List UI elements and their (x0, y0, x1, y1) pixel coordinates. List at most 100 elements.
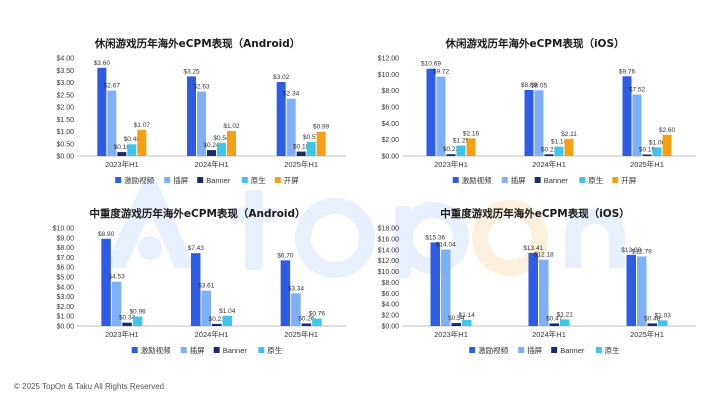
data-label: $12.18 (534, 252, 554, 259)
y-tick-label: $9.00 (56, 235, 74, 242)
data-label: $3.34 (288, 285, 305, 292)
y-tick-label: $6.00 (381, 291, 399, 298)
bar (539, 259, 549, 326)
legend-label: 原生 (605, 345, 620, 355)
legend-label: 插屏 (190, 345, 205, 355)
data-label: $3.61 (198, 283, 215, 290)
data-label: $0.16 (114, 144, 131, 151)
data-label: $1.21 (557, 311, 574, 318)
data-label: $0.21 (209, 316, 226, 323)
bar (222, 315, 232, 326)
data-label: $4.53 (108, 274, 125, 281)
y-tick-label: $5.00 (56, 275, 74, 282)
legend-label: 原生 (251, 175, 266, 185)
data-label: $2.63 (193, 84, 210, 91)
bar (117, 152, 127, 156)
chart-midcore-ios: 中重度游戏历年海外eCPM表现（iOS） $0.00 $2.00 $4.00 $6.0… (370, 206, 700, 371)
bar (101, 238, 111, 326)
data-label: $0.57 (303, 134, 320, 141)
x-tick-label: 2023年H1 (434, 329, 468, 339)
legend-label: Banner (544, 176, 569, 185)
bar (451, 323, 461, 326)
data-label: $9.76 (619, 68, 636, 75)
y-tick-label: $10.00 (378, 269, 400, 276)
chart-title: 中重度游戏历年海外eCPM表现（iOS） (440, 208, 630, 220)
bar (316, 131, 326, 156)
legend-label: 插屏 (511, 175, 526, 185)
bar (632, 94, 642, 156)
data-label: $0.24 (203, 142, 220, 149)
legend-label: 开屏 (621, 176, 636, 185)
data-label: $9.72 (433, 69, 450, 76)
data-label: $3.02 (273, 74, 290, 81)
bar (296, 151, 306, 156)
legend-label: Banner (206, 176, 231, 185)
legend-label: Banner (560, 346, 585, 355)
bar (276, 82, 286, 156)
bar (207, 150, 216, 156)
y-tick-label: $1.50 (56, 117, 74, 124)
legend-swatch (241, 177, 248, 183)
bar (528, 252, 538, 326)
chart-svg: $0.00 $0.50 $1.00 $1.50 $2.00 $2.50 $3.00 $3.50… (56, 56, 346, 185)
y-tick-label: $14.00 (378, 247, 400, 254)
y-tick-label: $0.00 (56, 324, 74, 331)
y-tick-label: $7.00 (56, 255, 74, 262)
legend-swatch (197, 177, 204, 183)
copyright-footer: © 2025 TopOn & Taku All Rights Reserved (14, 382, 165, 391)
legend-swatch (518, 347, 525, 353)
x-tick-label: 2025年H1 (284, 329, 318, 339)
legend-swatch (115, 177, 122, 183)
bar (430, 242, 440, 326)
data-label: $8.90 (98, 231, 115, 238)
bar (554, 146, 564, 156)
y-tick-label: $0.00 (381, 154, 399, 161)
data-label: $10.69 (421, 61, 441, 68)
legend-swatch (274, 177, 281, 183)
data-label: $1.02 (223, 123, 240, 130)
bar (446, 154, 456, 156)
bar (549, 323, 559, 326)
legend-swatch (258, 347, 265, 353)
data-label: $14.04 (436, 242, 456, 249)
y-tick-label: $8.00 (56, 245, 74, 252)
y-tick-label: $4.00 (56, 56, 74, 63)
legend-swatch (612, 177, 619, 183)
legend-swatch (452, 177, 459, 183)
data-label: $13.08 (621, 247, 641, 254)
y-tick-label: $10.00 (378, 72, 400, 79)
legend-swatch (131, 347, 138, 353)
data-label: $0.48 (644, 315, 661, 322)
data-label: $2.34 (283, 91, 300, 98)
legend-swatch (595, 347, 602, 353)
chart-midcore-android: 中重度游戏历年海外eCPM表现（Android） $0.00 $1.00 $2.00… (45, 206, 350, 371)
bar (544, 154, 554, 156)
legend-swatch (501, 177, 508, 183)
data-label: $1.14 (551, 139, 568, 146)
legend-swatch (164, 177, 171, 183)
bar (564, 138, 574, 156)
bar (436, 76, 446, 156)
bar (637, 256, 647, 326)
y-tick-label: $4.00 (381, 121, 399, 128)
x-tick-label: 2023年H1 (105, 329, 139, 339)
data-label: $1.07 (134, 122, 151, 129)
bar (642, 154, 652, 156)
x-tick-label: 2024年H1 (532, 159, 566, 169)
y-tick-label: $2.00 (56, 304, 74, 311)
y-tick-label: $0.00 (381, 324, 399, 331)
data-label: $1.14 (459, 312, 476, 319)
bar (291, 293, 301, 326)
chart-casual-ios: 休闲游戏历年海外eCPM表现（iOS） $0.00 $2.00 $4.00 $6.00… (370, 36, 700, 201)
legend-swatch (469, 347, 476, 353)
data-label: $6.70 (277, 252, 294, 259)
y-tick-label: $2.00 (381, 137, 399, 144)
y-tick-label: $8.00 (381, 88, 399, 95)
bar (280, 260, 291, 326)
bar (201, 290, 211, 326)
bar (227, 131, 236, 156)
legend-swatch (551, 347, 558, 353)
data-label: $1.03 (655, 312, 672, 319)
legend-label: 原生 (267, 345, 282, 355)
x-tick-label: 2023年H1 (105, 159, 139, 169)
